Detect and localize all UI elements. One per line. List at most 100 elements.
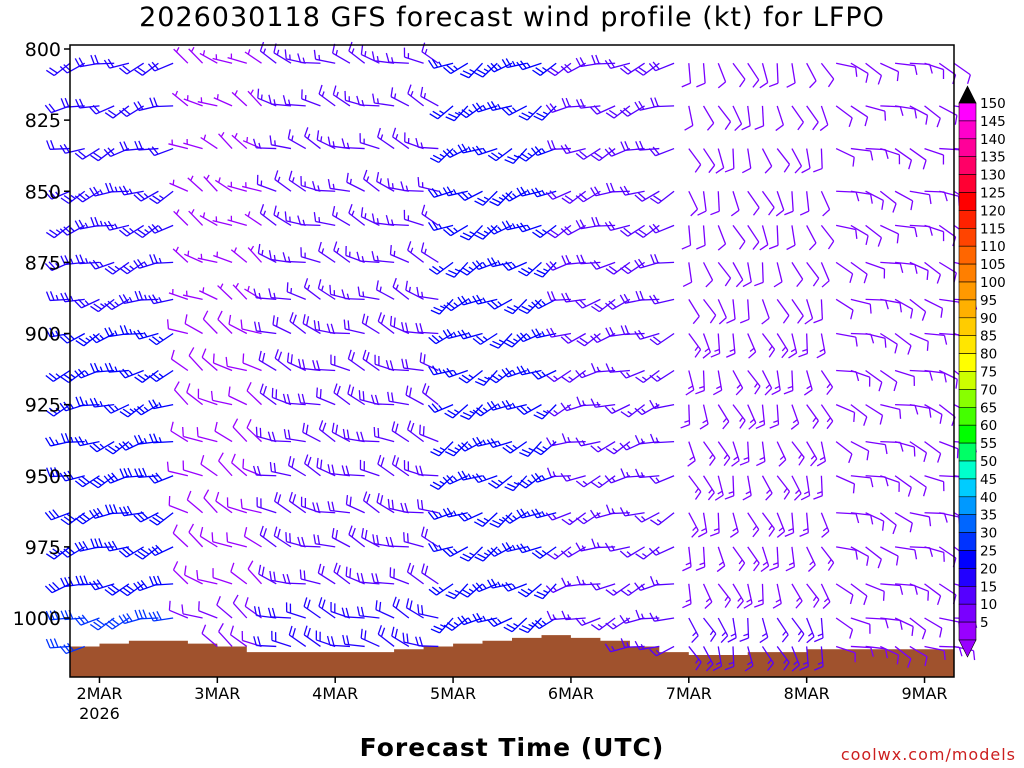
wind-barb [879, 369, 898, 392]
wind-barb [488, 475, 513, 489]
wind-barb [650, 97, 675, 108]
wind-barb [806, 546, 816, 572]
wind-barb [401, 322, 424, 335]
wind-barb [405, 598, 424, 619]
wind-barb [356, 572, 380, 585]
wind-barb [604, 59, 631, 69]
wind-barb [590, 398, 616, 408]
wind-barb [104, 362, 129, 373]
wind-barb [149, 433, 174, 444]
wind-barb [212, 54, 233, 64]
wind-barb [226, 497, 247, 514]
wind-barb [680, 404, 691, 429]
colorbar-swatch [958, 245, 977, 265]
wind-barb [217, 310, 233, 334]
wind-barb [313, 212, 336, 227]
wind-barb [133, 329, 159, 340]
wind-barb [445, 583, 469, 600]
wind-barb [575, 617, 601, 626]
wind-barb [282, 95, 306, 107]
colorbar-label: 10 [980, 597, 997, 613]
wind-barb [148, 399, 174, 410]
wind-barb [428, 58, 454, 69]
colorbar-label: 50 [980, 454, 997, 470]
wind-barb [282, 393, 306, 406]
wind-barb [575, 298, 601, 309]
wind-barb [89, 104, 115, 115]
wind-barb [836, 546, 858, 560]
wind-barb [747, 62, 760, 88]
wind-barb [75, 396, 100, 407]
wind-barb [531, 187, 557, 198]
wind-barb [327, 179, 351, 192]
wind-barb [400, 181, 424, 192]
wind-barb [575, 437, 601, 447]
wind-barb [605, 504, 630, 515]
wind-barb [347, 349, 366, 372]
wind-barb [798, 333, 809, 358]
wind-barb [203, 489, 218, 514]
wind-barb [649, 433, 675, 444]
wind-barb [880, 475, 900, 492]
wind-barb [445, 261, 469, 278]
wind-barb [731, 441, 740, 467]
wind-barb [168, 495, 189, 514]
wind-barb [744, 646, 754, 672]
colorbar-swatch [958, 603, 977, 623]
wind-barb [331, 528, 351, 548]
wind-barb [894, 475, 912, 497]
wind-barb [785, 546, 796, 572]
wind-barb [880, 224, 900, 244]
wind-barb [74, 540, 100, 552]
wind-barb [377, 625, 395, 647]
wind-barb [385, 215, 409, 227]
wind-barb [218, 131, 233, 150]
wind-barb [814, 617, 824, 643]
wind-barb [545, 190, 572, 200]
wind-barb [695, 546, 706, 571]
wind-barb [786, 63, 796, 88]
wind-barb [650, 254, 675, 264]
wind-barb [634, 190, 660, 202]
wind-barb [247, 89, 263, 107]
wind-barb [327, 501, 351, 514]
wind-barb [104, 298, 130, 311]
colorbar-label: 125 [980, 186, 1006, 202]
wind-barb [168, 288, 189, 300]
site-credit[interactable]: coolwx.com/models [840, 745, 1016, 764]
wind-barb [44, 581, 71, 594]
wind-barb [776, 441, 787, 467]
wind-barb [760, 546, 770, 573]
wind-barb [149, 254, 174, 265]
wind-barb [938, 224, 957, 247]
wind-barb [90, 148, 115, 162]
wind-barb [302, 422, 321, 443]
wind-barb [213, 251, 233, 263]
wind-barb [403, 209, 424, 227]
wind-barb [403, 47, 424, 64]
wind-barb [739, 617, 750, 642]
wind-barb [546, 291, 571, 302]
wind-barb [429, 105, 454, 120]
wind-barb [909, 441, 928, 463]
wind-barb [619, 507, 645, 517]
wind-barb [312, 502, 336, 514]
wind-barb [575, 542, 601, 552]
wind-barb [620, 141, 645, 152]
x-tick-label: 4MAR [312, 684, 358, 703]
wind-barb [649, 645, 675, 657]
wind-barb [747, 546, 760, 572]
wind-barb [806, 617, 815, 644]
y-tick-label: 950 [25, 466, 61, 488]
wind-barb [865, 617, 889, 629]
wind-barb [316, 130, 336, 150]
wind-barb [560, 472, 586, 482]
wind-barb [835, 441, 853, 464]
wind-barb [531, 369, 557, 380]
wind-barb [702, 333, 712, 359]
wind-barb [372, 93, 395, 107]
x-tick-label: 8MAR [784, 684, 830, 703]
colorbar-label: 40 [980, 490, 997, 506]
wind-barb [761, 512, 775, 537]
wind-barb [504, 148, 528, 165]
